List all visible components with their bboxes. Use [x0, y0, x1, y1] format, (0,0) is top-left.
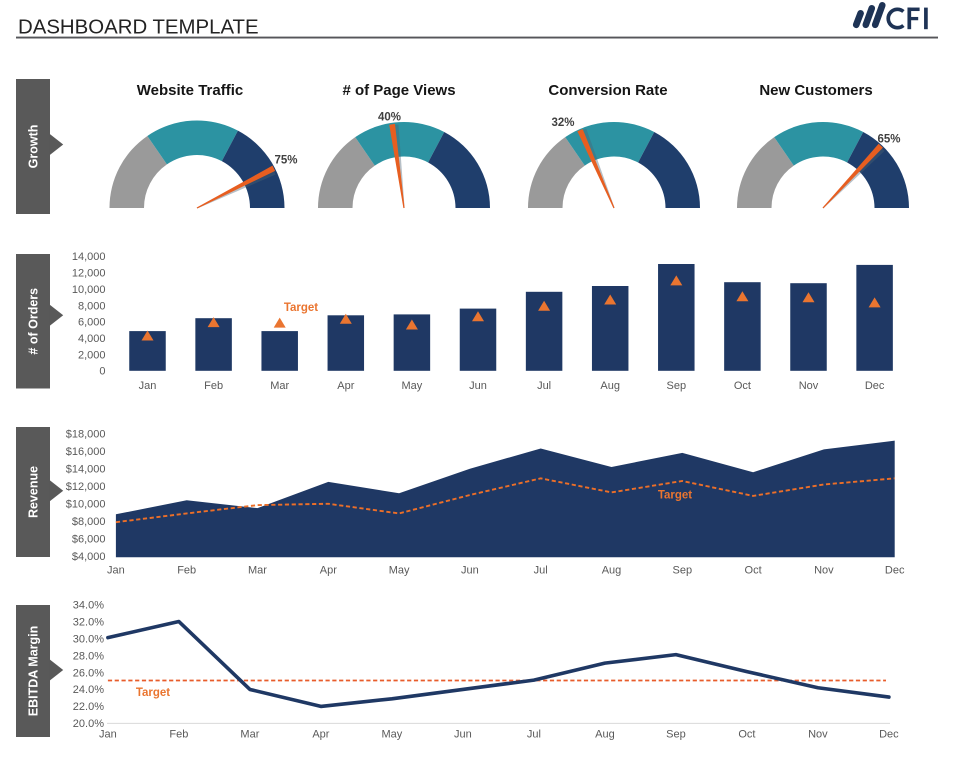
svg-text:Nov: Nov	[808, 729, 828, 741]
svg-text:Oct: Oct	[745, 565, 762, 577]
svg-text:Mar: Mar	[248, 565, 267, 577]
svg-text:New Customers: New Customers	[759, 82, 872, 99]
svg-text:20.0%: 20.0%	[73, 718, 104, 730]
svg-text:Jan: Jan	[107, 565, 125, 577]
svg-text:Aug: Aug	[595, 729, 615, 741]
svg-text:26.0%: 26.0%	[73, 667, 104, 679]
svg-text:May: May	[389, 565, 410, 577]
svg-text:Mar: Mar	[240, 729, 259, 741]
svg-text:10,000: 10,000	[72, 284, 106, 296]
svg-text:6,000: 6,000	[78, 317, 106, 329]
svg-text:Dec: Dec	[865, 380, 885, 392]
svg-text:# of Page Views: # of Page Views	[342, 82, 455, 99]
svg-text:Jan: Jan	[139, 380, 157, 392]
svg-text:Jul: Jul	[534, 565, 548, 577]
svg-text:30.0%: 30.0%	[73, 633, 104, 645]
svg-text:$18,000: $18,000	[66, 428, 106, 440]
svg-text:12,000: 12,000	[72, 268, 106, 280]
svg-text:Dec: Dec	[885, 565, 905, 577]
svg-text:$16,000: $16,000	[66, 446, 106, 458]
svg-text:Aug: Aug	[602, 565, 622, 577]
svg-text:Conversion Rate: Conversion Rate	[548, 82, 667, 99]
svg-text:Oct: Oct	[734, 380, 751, 392]
svg-text:Oct: Oct	[738, 729, 755, 741]
svg-text:Jan: Jan	[99, 729, 117, 741]
svg-text:40%: 40%	[378, 112, 401, 124]
svg-text:Apr: Apr	[320, 565, 337, 577]
svg-text:Jun: Jun	[461, 565, 479, 577]
svg-text:Feb: Feb	[169, 729, 188, 741]
svg-text:Jun: Jun	[454, 729, 472, 741]
svg-text:65%: 65%	[877, 133, 900, 145]
svg-text:32%: 32%	[551, 117, 574, 129]
svg-text:75%: 75%	[274, 155, 297, 167]
svg-text:Mar: Mar	[270, 380, 289, 392]
svg-text:Apr: Apr	[337, 380, 354, 392]
svg-text:May: May	[402, 380, 423, 392]
svg-text:Jul: Jul	[537, 380, 551, 392]
svg-text:May: May	[382, 729, 403, 741]
svg-text:Dec: Dec	[879, 729, 899, 741]
svg-text:Revenue: Revenue	[27, 466, 41, 518]
svg-text:DASHBOARD TEMPLATE: DASHBOARD TEMPLATE	[18, 17, 259, 39]
svg-text:14,000: 14,000	[72, 251, 106, 263]
svg-text:Sep: Sep	[667, 380, 687, 392]
svg-text:EBITDA Margin: EBITDA Margin	[27, 626, 41, 717]
svg-text:$4,000: $4,000	[72, 551, 106, 563]
svg-text:$12,000: $12,000	[66, 481, 106, 493]
svg-text:8,000: 8,000	[78, 300, 106, 312]
svg-text:Target: Target	[284, 302, 318, 314]
svg-text:Feb: Feb	[177, 565, 196, 577]
svg-text:Apr: Apr	[312, 729, 329, 741]
svg-text:Nov: Nov	[814, 565, 834, 577]
svg-text:22.0%: 22.0%	[73, 701, 104, 713]
svg-text:24.0%: 24.0%	[73, 684, 104, 696]
svg-text:$6,000: $6,000	[72, 534, 106, 546]
svg-text:Aug: Aug	[600, 380, 620, 392]
svg-text:Website Traffic: Website Traffic	[137, 82, 243, 99]
svg-text:$14,000: $14,000	[66, 464, 106, 476]
svg-text:Target: Target	[136, 687, 170, 699]
svg-text:2,000: 2,000	[78, 349, 106, 361]
svg-text:Jul: Jul	[527, 729, 541, 741]
svg-text:Feb: Feb	[204, 380, 223, 392]
svg-text:$10,000: $10,000	[66, 499, 106, 511]
svg-text:Sep: Sep	[673, 565, 693, 577]
svg-text:Nov: Nov	[799, 380, 819, 392]
svg-text:Sep: Sep	[666, 729, 686, 741]
svg-text:$8,000: $8,000	[72, 516, 106, 528]
svg-text:28.0%: 28.0%	[73, 650, 104, 662]
svg-text:32.0%: 32.0%	[73, 616, 104, 628]
svg-text:Target: Target	[658, 489, 692, 501]
svg-text:4,000: 4,000	[78, 333, 106, 345]
svg-text:Jun: Jun	[469, 380, 487, 392]
svg-text:Growth: Growth	[27, 125, 41, 169]
svg-text:# of Orders: # of Orders	[27, 288, 41, 355]
svg-text:0: 0	[99, 366, 105, 378]
svg-text:34.0%: 34.0%	[73, 599, 104, 611]
